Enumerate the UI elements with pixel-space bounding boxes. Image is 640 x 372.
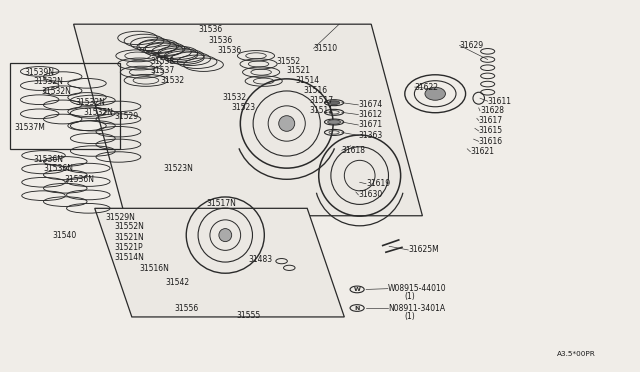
Text: 31510: 31510 [314,44,338,53]
Text: N: N [355,305,360,311]
Text: 31536: 31536 [208,36,232,45]
Text: 31542: 31542 [165,278,189,287]
Text: 31529: 31529 [114,112,138,121]
Text: 31529N: 31529N [106,213,136,222]
Polygon shape [95,208,344,317]
Ellipse shape [219,228,232,242]
Text: 31555: 31555 [237,311,261,320]
Text: 31532N: 31532N [33,77,63,86]
Text: 31629: 31629 [460,41,484,50]
Text: 31532: 31532 [160,76,184,85]
Text: 31514: 31514 [296,76,320,85]
Text: 31674: 31674 [358,100,383,109]
Text: 31536N: 31536N [64,175,94,184]
Text: 31516: 31516 [303,86,328,95]
Text: 31537M: 31537M [14,123,45,132]
Text: 31621: 31621 [470,147,494,156]
Text: 31552N: 31552N [114,222,144,231]
Text: 31537: 31537 [150,66,175,75]
Text: 31517: 31517 [310,96,334,105]
Text: 31615: 31615 [479,126,503,135]
Text: 31363: 31363 [358,131,383,140]
Text: 31671: 31671 [358,121,383,129]
Text: 31483: 31483 [248,255,273,264]
Text: 31612: 31612 [358,110,383,119]
Text: 31538: 31538 [150,57,175,65]
Text: 31536: 31536 [198,25,223,34]
Text: 31536N: 31536N [33,155,63,164]
Text: 31511: 31511 [310,106,334,115]
Text: 31630: 31630 [358,190,383,199]
Text: 31618: 31618 [342,146,366,155]
Text: 31516N: 31516N [140,264,170,273]
Text: 31625M: 31625M [408,246,439,254]
Text: 31552: 31552 [276,57,301,65]
Text: 31532: 31532 [223,93,247,102]
Text: 31539N: 31539N [24,68,54,77]
Ellipse shape [279,116,295,131]
Text: 31616: 31616 [479,137,503,146]
Text: 31532N: 31532N [42,87,72,96]
Text: 31619: 31619 [366,179,390,188]
Text: 31540: 31540 [52,231,77,240]
Text: 31617: 31617 [479,116,503,125]
Text: A3.5*00PR: A3.5*00PR [557,351,596,357]
Text: W: W [354,287,360,292]
Text: (1): (1) [404,312,415,321]
Text: 31611: 31611 [488,97,512,106]
Text: N08911-3401A: N08911-3401A [388,304,445,312]
Text: 31532N: 31532N [83,108,113,117]
Text: 31532N: 31532N [76,98,106,107]
Text: 31556: 31556 [174,304,198,312]
Text: 31521P: 31521P [114,243,143,251]
Text: 31523: 31523 [232,103,256,112]
Ellipse shape [328,101,340,105]
Text: 31514N: 31514N [114,253,144,262]
Text: 31521N: 31521N [114,233,143,242]
Text: 31517N: 31517N [206,199,236,208]
Polygon shape [74,24,422,216]
Ellipse shape [425,87,445,100]
Text: 31622: 31622 [415,83,439,92]
Text: 31521: 31521 [287,66,311,75]
Ellipse shape [328,120,340,124]
Text: 31536: 31536 [218,46,242,55]
Text: (1): (1) [404,292,415,301]
Text: 31628: 31628 [480,106,504,115]
Text: W08915-44010: W08915-44010 [388,284,447,293]
Text: 31536N: 31536N [44,164,74,173]
Text: 31523N: 31523N [163,164,193,173]
